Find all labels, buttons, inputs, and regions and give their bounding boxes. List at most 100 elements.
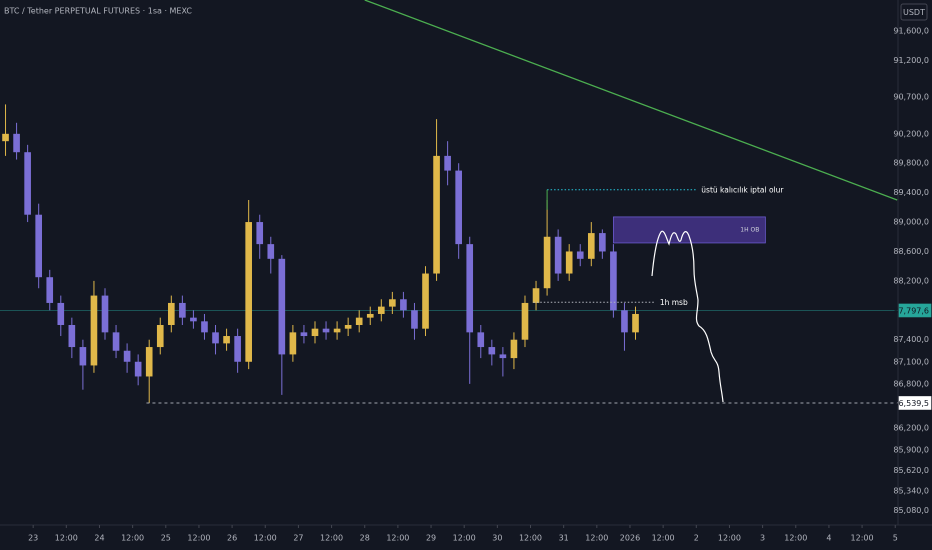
y-tick-label: 85,080,0 xyxy=(893,506,929,515)
candle-body xyxy=(510,339,518,359)
candle-body xyxy=(333,328,341,333)
candle-body xyxy=(289,332,297,355)
candle-body xyxy=(377,306,385,314)
currency-label[interactable]: USDT xyxy=(903,8,925,17)
x-tick-label: 12:00 xyxy=(519,534,542,543)
price-tag-label: 86,539,5 xyxy=(893,399,929,408)
candle-body xyxy=(466,244,474,333)
candle-body xyxy=(234,336,241,362)
candle-body xyxy=(90,295,98,366)
candle-body xyxy=(565,251,573,274)
candle-body xyxy=(223,336,230,344)
candle-body xyxy=(488,347,496,355)
x-tick-label: 25 xyxy=(161,534,171,543)
candle-body xyxy=(322,328,330,333)
hand-drawn-path xyxy=(651,230,724,403)
msb-line-label: 1h msb xyxy=(660,298,688,307)
candle-body xyxy=(156,325,164,348)
y-tick-label: 91,600,0 xyxy=(893,26,929,35)
candle-body xyxy=(311,328,319,337)
currency-button[interactable] xyxy=(900,3,928,21)
x-tick-label: 2 xyxy=(694,534,699,543)
x-tick-label: 24 xyxy=(94,534,104,543)
candle-body xyxy=(245,222,252,362)
candle-body xyxy=(101,295,109,333)
x-tick-label: 12:00 xyxy=(784,534,807,543)
y-tick-label: 88,600,0 xyxy=(893,247,929,256)
candle-body xyxy=(68,325,76,348)
x-tick-label: 12:00 xyxy=(851,534,874,543)
candle-body xyxy=(278,258,286,355)
candle-body xyxy=(499,354,507,359)
x-tick-label: 12:00 xyxy=(121,534,144,543)
candle-body xyxy=(632,313,639,333)
x-tick-label: 29 xyxy=(426,534,436,543)
x-tick-label: 27 xyxy=(293,534,303,543)
candle-body xyxy=(587,233,595,259)
x-tick-label: 31 xyxy=(559,534,569,543)
candle-body xyxy=(46,277,54,303)
x-tick-label: 30 xyxy=(492,534,502,543)
x-tick-label: 3 xyxy=(760,534,765,543)
y-tick-label: 87,400,0 xyxy=(893,335,929,344)
price-tag xyxy=(898,303,932,318)
y-tick-label: 90,700,0 xyxy=(893,93,929,102)
y-tick-label: 89,400,0 xyxy=(893,188,929,197)
candle-body xyxy=(212,332,219,344)
candle-body xyxy=(256,222,264,245)
candle-body xyxy=(455,170,462,245)
y-tick-label: 89,000,0 xyxy=(893,218,929,227)
y-tick-label: 85,900,0 xyxy=(893,446,929,455)
candle-body xyxy=(13,133,20,153)
x-tick-label: 12:00 xyxy=(187,534,210,543)
x-tick-label: 12:00 xyxy=(718,534,741,543)
candle-body xyxy=(112,332,120,351)
candle-body xyxy=(57,302,65,325)
y-tick-label: 90,200,0 xyxy=(893,129,929,138)
y-tick-label: 91,200,0 xyxy=(893,56,929,65)
candle-body xyxy=(621,310,628,333)
candle-body xyxy=(123,350,131,362)
candle-body xyxy=(477,332,485,348)
candle-body xyxy=(179,302,186,318)
candle-body xyxy=(24,152,31,215)
x-tick-label: 5 xyxy=(893,534,898,543)
candle-body xyxy=(532,288,540,303)
y-tick-label: 88,200,0 xyxy=(893,276,929,285)
x-tick-label: 2026 xyxy=(620,534,640,543)
candle-body xyxy=(400,299,407,311)
candle-body xyxy=(576,251,584,259)
candle-body xyxy=(433,155,440,274)
candle-body xyxy=(543,236,551,289)
x-tick-label: 28 xyxy=(360,534,370,543)
y-tick-label: 85,340,0 xyxy=(893,487,929,496)
candle-body xyxy=(521,302,529,340)
price-tag xyxy=(898,396,932,410)
x-tick-label: 12:00 xyxy=(254,534,277,543)
chart-title: BTC / Tether PERPETUAL FUTURES · 1sa · M… xyxy=(4,7,192,16)
y-tick-label: 85,620,0 xyxy=(893,466,929,475)
x-tick-label: 26 xyxy=(227,534,237,543)
y-tick-label: 86,800,0 xyxy=(893,379,929,388)
candle-body xyxy=(366,313,374,318)
candle-body xyxy=(201,321,208,333)
y-tick-label: 89,800,0 xyxy=(893,159,929,168)
candle-body xyxy=(599,233,606,252)
candle-body xyxy=(145,347,153,377)
x-tick-label: 12:00 xyxy=(386,534,409,543)
candle-body xyxy=(344,325,352,329)
y-tick-label: 87,100,0 xyxy=(893,357,929,366)
candle-body xyxy=(355,317,363,325)
x-tick-label: 12:00 xyxy=(320,534,343,543)
candle-body xyxy=(389,299,396,307)
x-tick-label: 23 xyxy=(28,534,38,543)
candle-body xyxy=(35,214,42,278)
candle-body xyxy=(190,317,197,322)
x-tick-label: 4 xyxy=(826,534,831,543)
candle-body xyxy=(554,236,562,274)
trendline xyxy=(364,0,898,201)
x-tick-label: 12:00 xyxy=(55,534,78,543)
x-tick-label: 12:00 xyxy=(453,534,476,543)
